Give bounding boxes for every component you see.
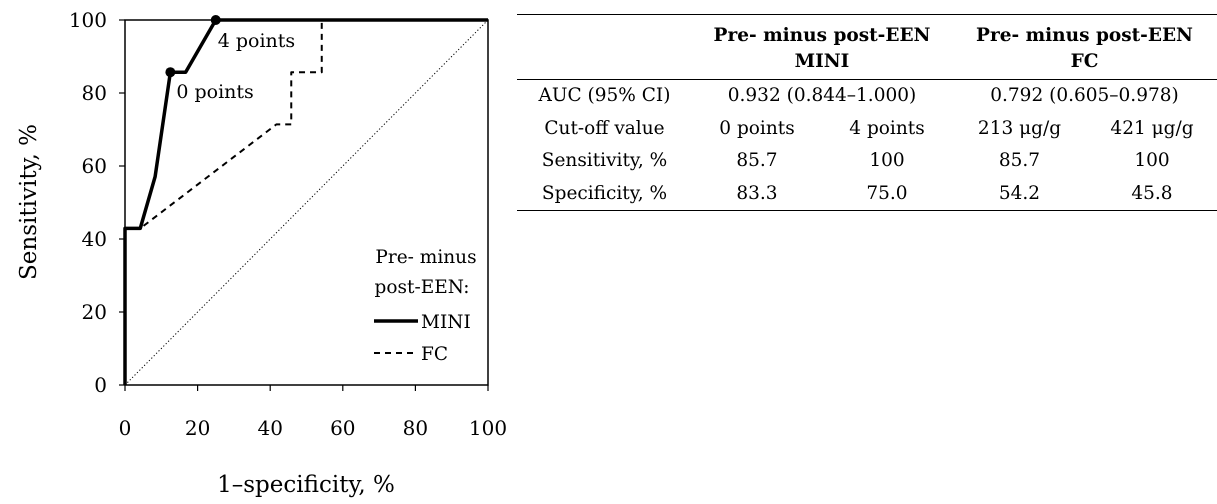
header-fc-line2: FC [952, 49, 1217, 80]
x-tick-label: 40 [257, 416, 282, 440]
legend-title-line1: Pre- minus [375, 247, 476, 268]
series-layer [123, 18, 488, 385]
y-tick-label: 20 [82, 300, 107, 324]
row-label-auc: AUC (95% CI) [538, 85, 671, 106]
x-tick-label: 60 [330, 416, 355, 440]
legend-label-fc: FC [421, 344, 448, 365]
cutoff-point-label: 0 points [176, 81, 253, 103]
cell-cutoff-mini-4: 4 points [849, 117, 925, 139]
cell-specificity-2: 75.0 [822, 177, 952, 211]
x-tick-label: 100 [469, 416, 507, 440]
cutoff-point [210, 15, 221, 25]
cell-specificity-3: 54.2 [952, 177, 1087, 211]
cutoff-table: Pre- minus post-EEN Pre- minus post-EEN … [517, 14, 1217, 211]
cell-specificity-1: 83.3 [692, 177, 822, 211]
cell-cutoff-fc-421: 421 μg/g [1110, 117, 1194, 139]
cell-sensitivity-3: 85.7 [998, 150, 1041, 171]
header-fc-line1: Pre- minus post-EEN [952, 14, 1217, 49]
x-tick-label: 0 [119, 416, 132, 440]
table-row-specificity: Specificity, % 83.3 75.0 54.2 45.8 [517, 177, 1217, 211]
ticks-layer: 0 20 40 60 80 100 0 20 40 60 80 100 [69, 8, 507, 440]
legend-title-line2: post-EEN: [375, 277, 470, 298]
row-label-cutoff: Cut-off value [544, 117, 665, 139]
table-row-sensitivity: Sensitivity, % 85.7 100 85.7 100 [517, 145, 1217, 178]
table-corner-2 [517, 49, 692, 80]
y-tick-label: 40 [82, 227, 107, 251]
y-tick-label: 0 [94, 373, 107, 397]
y-tick-label: 60 [82, 154, 107, 178]
cell-sensitivity-2: 100 [869, 150, 905, 171]
series-line-fc [124, 19, 488, 385]
cell-cutoff-fc-213: 213 μg/g [977, 117, 1062, 139]
table-row-cutoff: Cut-off value 0 points 4 points 213 μg/g… [517, 113, 1217, 146]
cutoff-point [165, 67, 176, 78]
cutoff-point-label: 4 points [218, 30, 295, 52]
row-label-specificity: Specificity, % [517, 177, 692, 211]
cell-cutoff-mini-0: 0 points [719, 117, 795, 139]
row-label-sensitivity: Sensitivity, % [541, 150, 668, 171]
cutoff-points-layer: 0 points 4 points [165, 15, 295, 103]
reference-diagonal [124, 19, 489, 386]
header-mini-line1: Pre- minus post-EEN [692, 14, 952, 49]
cell-sensitivity-1: 85.7 [736, 150, 778, 171]
x-tick-label: 20 [185, 416, 210, 440]
x-tick-label: 80 [403, 416, 428, 440]
roc-chart: 0 20 40 60 80 100 0 20 40 60 80 100 0 points 4 point… [16, 8, 507, 498]
cell-sensitivity-4: 100 [1134, 150, 1170, 171]
legend-label-mini: MINI [421, 312, 471, 333]
cell-auc-mini: 0.932 (0.844–1.000) [727, 85, 917, 106]
reference-line-layer [124, 19, 489, 386]
table-row-auc: AUC (95% CI) 0.932 (0.844–1.000) 0.792 (… [517, 80, 1217, 113]
y-axis-title: Sensitivity, % [16, 124, 42, 280]
legend: Pre- minus post-EEN: MINI FC [374, 247, 477, 365]
header-mini-line2: MINI [692, 49, 952, 80]
cell-auc-fc: 0.792 (0.605–0.978) [990, 85, 1179, 106]
y-tick-label: 80 [82, 81, 107, 105]
table-corner [517, 14, 692, 49]
cell-specificity-4: 45.8 [1087, 177, 1217, 211]
x-axis-title: 1–specificity, % [217, 472, 395, 498]
y-tick-label: 100 [69, 8, 107, 32]
